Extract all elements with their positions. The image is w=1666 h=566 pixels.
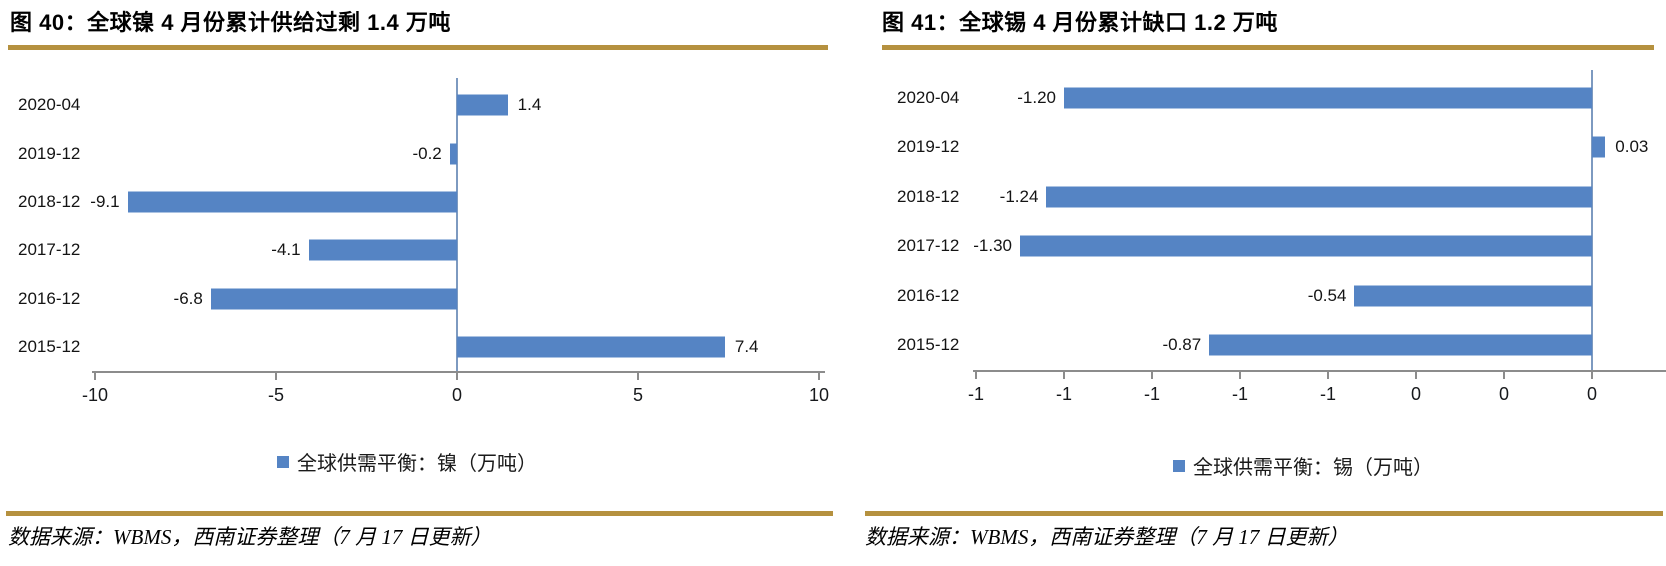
data-bar <box>308 239 457 261</box>
x-axis-tick-label: 0 <box>1499 384 1510 404</box>
value-label: -1.20 <box>1017 87 1056 107</box>
value-label: -4.1 <box>271 240 301 260</box>
x-axis-tick-label: 0 <box>451 385 463 405</box>
category-label: 2017-12 <box>897 236 960 256</box>
zero-axis-line <box>456 78 458 373</box>
x-axis-tick-label: 10 <box>808 385 830 405</box>
category-label: 2018-12 <box>897 186 960 206</box>
data-bar <box>449 143 457 164</box>
x-axis-tick <box>456 372 458 380</box>
category-label: 2015-12 <box>18 336 81 356</box>
value-label: -9.1 <box>90 191 120 211</box>
value-label: 7.4 <box>734 336 759 356</box>
x-axis-tick <box>975 371 977 379</box>
data-bar <box>1020 235 1593 257</box>
x-axis-tick-label: -1 <box>1232 384 1249 404</box>
data-bar <box>1209 334 1593 356</box>
x-axis-line <box>92 371 825 373</box>
x-axis-line <box>973 370 1666 372</box>
data-bar <box>127 191 457 213</box>
category-label: 2020-04 <box>18 95 81 115</box>
figure-title: 图 41：全球锡 4 月份累计缺口 1.2 万吨 <box>882 10 1278 35</box>
data-bar <box>210 288 457 309</box>
plot-area: -1 -1 -1 -1 -1 0 0 0 -1.20 0.03 -1.24 -1.30 -0.54 -0.… <box>968 70 1666 404</box>
figure-41-tin-panel: 图 41：全球锡 4 月份累计缺口 1.2 万吨 2020-04 2019-12 2… <box>833 0 1666 566</box>
category-axis: 2020-04 2019-12 2018-12 2017-12 2016-12 2015-… <box>18 81 98 371</box>
x-axis-tick-label: -1 <box>1055 384 1073 404</box>
x-axis-tick <box>1415 371 1418 379</box>
x-axis-tick-label: 0 <box>1587 384 1598 404</box>
figure-title: 图 40：全球镍 4 月份累计供给过剩 1.4 万吨 <box>10 10 451 35</box>
category-label: 2016-12 <box>897 285 960 305</box>
x-axis-tick <box>94 372 96 380</box>
data-bar <box>1064 87 1593 109</box>
value-label: -1.30 <box>973 236 1012 256</box>
title-underline <box>882 45 1654 50</box>
x-axis-tick-label: -10 <box>81 385 109 405</box>
value-label: -1.24 <box>999 186 1039 206</box>
legend-marker-icon <box>1173 459 1185 472</box>
x-axis-tick-label: -1 <box>967 384 985 404</box>
category-label: 2017-12 <box>18 240 81 260</box>
x-axis-tick-label: 5 <box>632 385 644 405</box>
legend: 全球供需平衡：镍（万吨） <box>277 447 537 476</box>
data-bar <box>1592 136 1606 158</box>
category-label: 2020-04 <box>897 87 960 107</box>
value-label: -0.2 <box>412 143 442 163</box>
section-divider <box>865 511 1663 516</box>
category-label: 2018-12 <box>18 191 81 211</box>
category-label: 2019-12 <box>897 137 960 157</box>
x-axis-tick <box>818 372 820 380</box>
plot-area: -10 -5 0 5 10 1.4 -0.2 -9.1 -4.1 -6.8 7.4 <box>82 78 829 405</box>
x-axis-tick-label: -5 <box>267 385 285 405</box>
value-label: 0.03 <box>1615 137 1649 157</box>
data-bar <box>457 94 508 116</box>
x-axis-tick-label: -1 <box>1144 384 1161 404</box>
legend-label: 全球供需平衡：锡（万吨） <box>1193 457 1433 479</box>
x-axis-tick-label: 0 <box>1411 384 1422 404</box>
x-axis-tick <box>1151 371 1154 379</box>
value-label: -0.87 <box>1162 335 1202 355</box>
zero-axis-line <box>1591 70 1594 372</box>
legend-marker-icon <box>277 455 289 468</box>
data-source: 数据来源：WBMS，西南证券整理（7 月 17 日更新） <box>8 525 492 549</box>
x-axis-tick <box>1327 371 1330 379</box>
x-axis-tick <box>275 372 277 380</box>
title-underline <box>8 45 828 50</box>
figure-40-nickel-panel: 图 40：全球镍 4 月份累计供给过剩 1.4 万吨 2020-04 2019-1… <box>6 10 833 549</box>
legend-label: 全球供需平衡：镍（万吨） <box>297 453 537 475</box>
category-label: 2015-12 <box>897 335 960 355</box>
section-divider <box>6 511 833 516</box>
x-axis-tick <box>637 372 639 380</box>
category-axis: 2020-04 2019-12 2018-12 2017-12 2016-12 2015-… <box>897 73 977 370</box>
value-label: -6.8 <box>173 288 203 308</box>
x-axis-tick-label: -1 <box>1320 384 1337 404</box>
data-bar <box>457 336 725 358</box>
data-bar <box>1354 285 1593 307</box>
category-label: 2019-12 <box>18 143 81 163</box>
value-label: -0.54 <box>1307 285 1347 305</box>
x-axis-tick <box>1063 371 1065 379</box>
value-label: 1.4 <box>517 95 542 115</box>
data-bar <box>1046 186 1593 208</box>
x-axis-tick <box>1239 371 1242 379</box>
x-axis-tick <box>1591 371 1594 379</box>
x-axis-tick <box>1503 371 1506 379</box>
legend: 全球供需平衡：锡（万吨） <box>1173 451 1433 480</box>
category-label: 2016-12 <box>18 288 81 308</box>
data-source: 数据来源：WBMS，西南证券整理（7 月 17 日更新） <box>865 525 1349 549</box>
